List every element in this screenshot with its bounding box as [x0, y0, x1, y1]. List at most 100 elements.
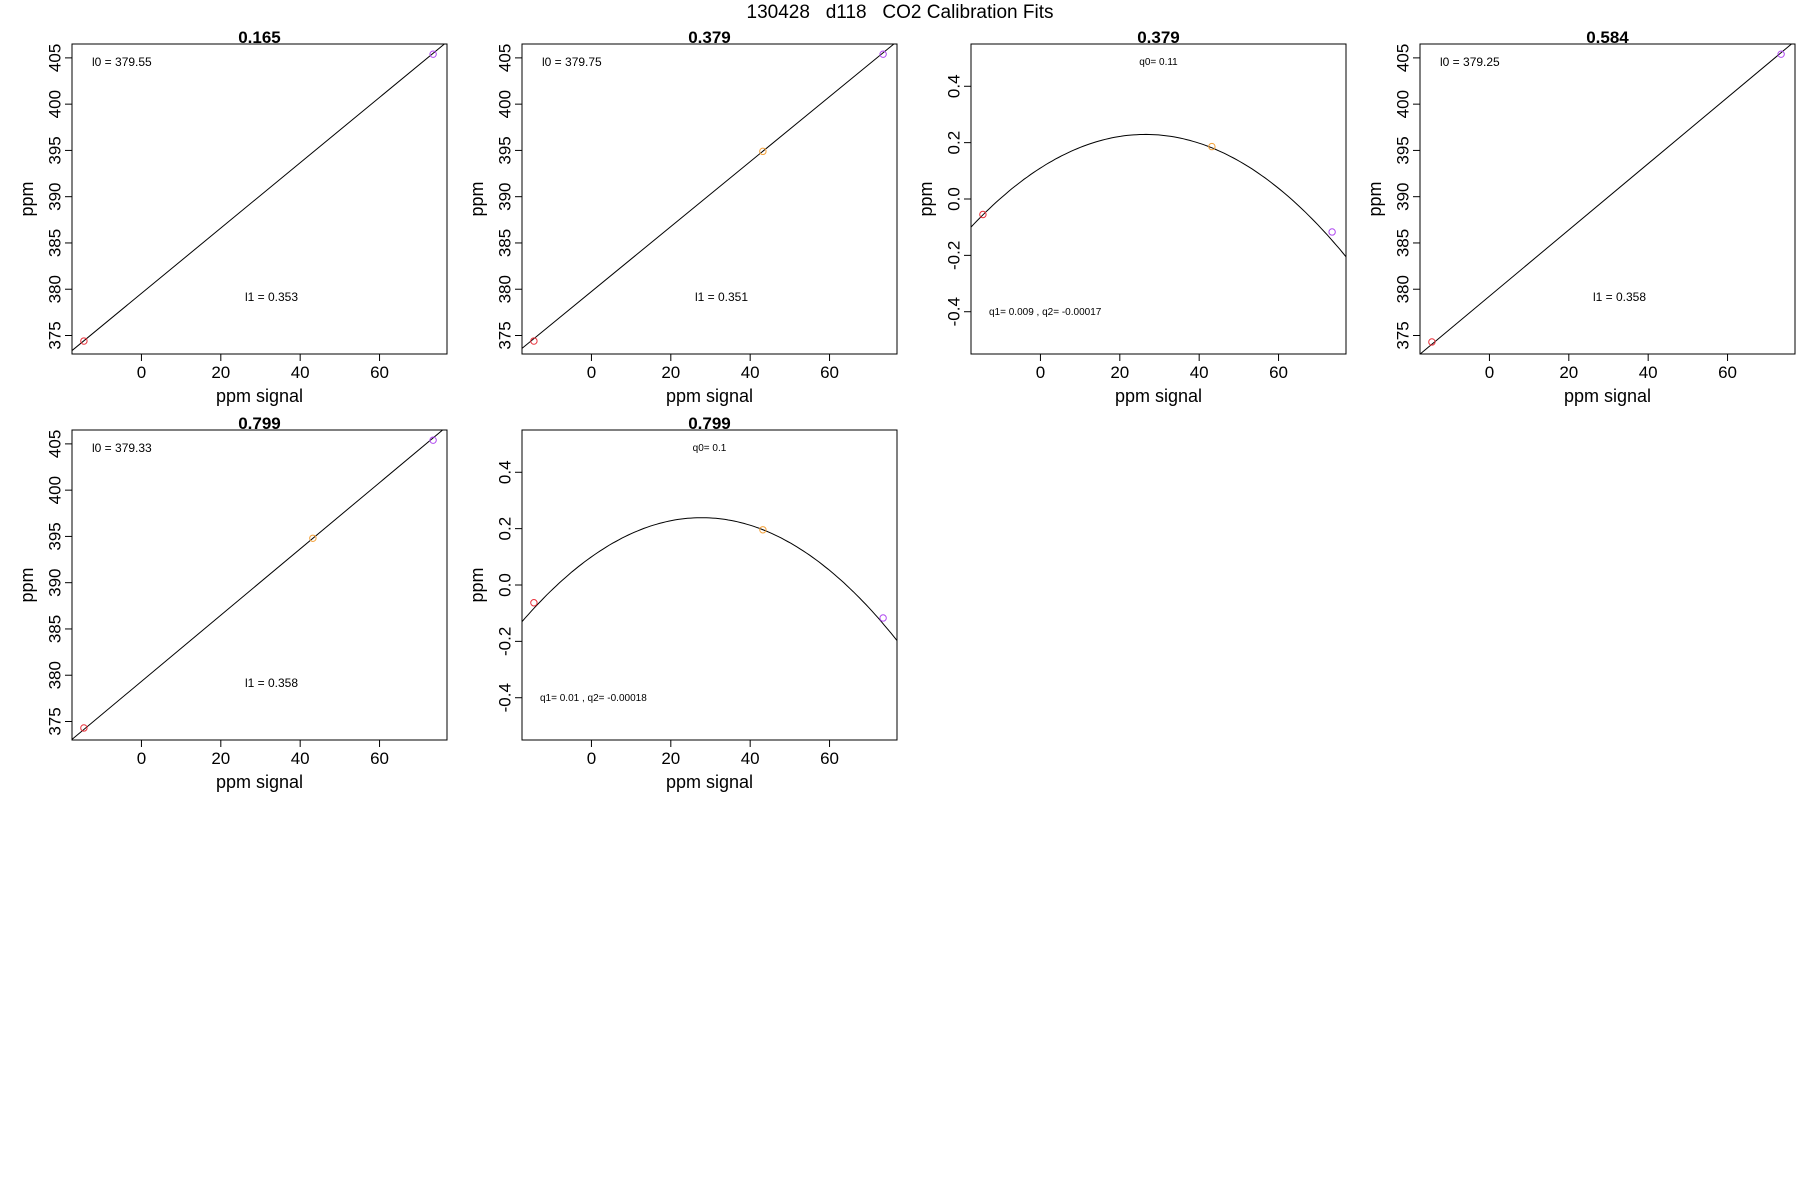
- x-tick-label: 60: [820, 749, 839, 768]
- fit-line: [1420, 44, 1793, 354]
- y-axis-label: ppm: [467, 181, 487, 216]
- x-tick-label: 0: [137, 749, 146, 768]
- annotation-q0: q0= 0.11: [1139, 57, 1178, 68]
- plot-contents: [72, 44, 446, 351]
- panel-1: 0.165 0 20 40 60 ppm signal 375 380 385 390 395 400…: [17, 28, 448, 406]
- y-tick-label: 395: [496, 136, 515, 164]
- panel-title: 0.165: [238, 28, 281, 47]
- annotation-slope: l1 = 0.353: [245, 290, 298, 304]
- annotation-slope: l1 = 0.358: [245, 676, 298, 690]
- fit-curve: [522, 517, 897, 641]
- data-point-high: [429, 436, 437, 444]
- x-axis-label: ppm signal: [216, 772, 303, 792]
- y-tick-label: 375: [46, 707, 65, 735]
- x-tick-label: 0: [587, 749, 596, 768]
- x-tick-label: 0: [1036, 363, 1045, 382]
- plot-frame: [521, 43, 898, 355]
- x-tick-label: 40: [1639, 363, 1658, 382]
- annotation-intercept: l0 = 379.55: [92, 55, 152, 69]
- annotation-intercept: l0 = 379.75: [542, 55, 602, 69]
- y-tick-label: 380: [496, 275, 515, 303]
- annotation-q1-q2: q1= 0.01 , q2= -0.00018: [540, 693, 647, 704]
- y-tick-label: 395: [46, 136, 65, 164]
- x-axis-label: ppm signal: [666, 772, 753, 792]
- x-tick-label: 60: [1718, 363, 1737, 382]
- data-point-low: [530, 599, 538, 607]
- x-tick-label: 20: [211, 363, 230, 382]
- y-tick-label: 400: [1394, 90, 1413, 118]
- data-point-high: [429, 50, 437, 58]
- x-axis-label: ppm signal: [1564, 386, 1651, 406]
- data-point-high: [1777, 50, 1785, 58]
- data-point-low: [80, 337, 88, 345]
- annotation-slope: l1 = 0.351: [695, 290, 748, 304]
- y-tick-label: 405: [1394, 44, 1413, 72]
- y-tick-label: 380: [46, 275, 65, 303]
- data-point-low: [530, 337, 538, 345]
- page-title: 130428 d118 CO2 Calibration Fits: [746, 2, 1054, 23]
- annotation-q1-q2: q1= 0.009 , q2= -0.00017: [989, 307, 1102, 318]
- data-point-high: [879, 50, 887, 58]
- y-tick-label: 405: [46, 44, 65, 72]
- y-tick-label: 375: [1394, 321, 1413, 349]
- panel-title: 0.379: [688, 28, 731, 47]
- panel-title: 0.584: [1586, 28, 1629, 47]
- y-axis-label: ppm: [17, 181, 37, 216]
- annotation-intercept: l0 = 379.33: [92, 441, 152, 455]
- y-tick-label: 380: [46, 661, 65, 689]
- y-tick-label: 400: [46, 90, 65, 118]
- y-tick-label: 400: [46, 476, 65, 504]
- x-tick-label: 20: [1559, 363, 1578, 382]
- panel-title: 0.799: [688, 414, 731, 433]
- panel-title: 0.379: [1137, 28, 1180, 47]
- fit-line: [72, 44, 446, 351]
- plot-frame: [71, 43, 448, 355]
- x-tick-label: 60: [1269, 363, 1288, 382]
- y-tick-label: 405: [496, 44, 515, 72]
- data-point-low: [979, 210, 987, 219]
- y-tick-label: 385: [46, 615, 65, 643]
- x-tick-label: 40: [741, 363, 760, 382]
- y-tick-label: 390: [46, 182, 65, 210]
- data-point-high: [879, 614, 887, 622]
- annotation-q0: q0= 0.1: [693, 443, 727, 454]
- y-tick-label: 380: [1394, 275, 1413, 303]
- panel-3: 0.379 0 20 40 60 ppm signal -0.4 -0.2 0.0 0.2 0.4 p…: [916, 28, 1347, 406]
- x-tick-label: 60: [370, 363, 389, 382]
- x-tick-label: 40: [741, 749, 760, 768]
- data-point-mid: [759, 147, 767, 156]
- y-tick-label: 0.0: [496, 573, 515, 597]
- y-tick-label: -0.2: [945, 241, 964, 270]
- panel-4: 0.584 0 20 40 60 ppm signal 375 380 385 390 395 400…: [1365, 28, 1796, 406]
- x-tick-label: 40: [291, 363, 310, 382]
- data-point-low: [1428, 338, 1436, 346]
- y-tick-label: 0.2: [496, 517, 515, 541]
- x-tick-label: 60: [820, 363, 839, 382]
- plot-contents: [971, 133, 1346, 258]
- y-tick-label: 395: [46, 522, 65, 550]
- x-axis-label: ppm signal: [1115, 386, 1202, 406]
- panel-2: 0.379 0 20 40 60 ppm signal 375 380 385 390 395 400…: [467, 28, 898, 406]
- y-tick-label: 375: [496, 321, 515, 349]
- panel-title: 0.799: [238, 414, 281, 433]
- panel-6: 0.799 0 20 40 60 ppm signal -0.4 -0.2 0.0 0.2 0.4 p…: [467, 414, 898, 792]
- data-point-mid: [1208, 142, 1216, 151]
- fit-curve: [971, 133, 1346, 258]
- x-tick-label: 20: [661, 363, 680, 382]
- y-tick-label: 390: [1394, 182, 1413, 210]
- y-tick-label: 390: [496, 182, 515, 210]
- panel-5: 0.799 0 20 40 60 ppm signal 375 380 385 390 395 400…: [17, 414, 448, 792]
- x-tick-label: 20: [1110, 363, 1129, 382]
- plot-contents: [1420, 44, 1793, 354]
- annotation-intercept: l0 = 379.25: [1440, 55, 1500, 69]
- y-tick-label: 385: [496, 229, 515, 257]
- plot-contents: [522, 44, 895, 349]
- y-axis-label: ppm: [467, 567, 487, 602]
- y-tick-label: -0.4: [945, 297, 964, 326]
- y-axis-label: ppm: [916, 181, 936, 216]
- y-tick-label: 385: [46, 229, 65, 257]
- data-point-high: [1328, 228, 1336, 236]
- x-axis-label: ppm signal: [216, 386, 303, 406]
- fit-line: [522, 44, 895, 349]
